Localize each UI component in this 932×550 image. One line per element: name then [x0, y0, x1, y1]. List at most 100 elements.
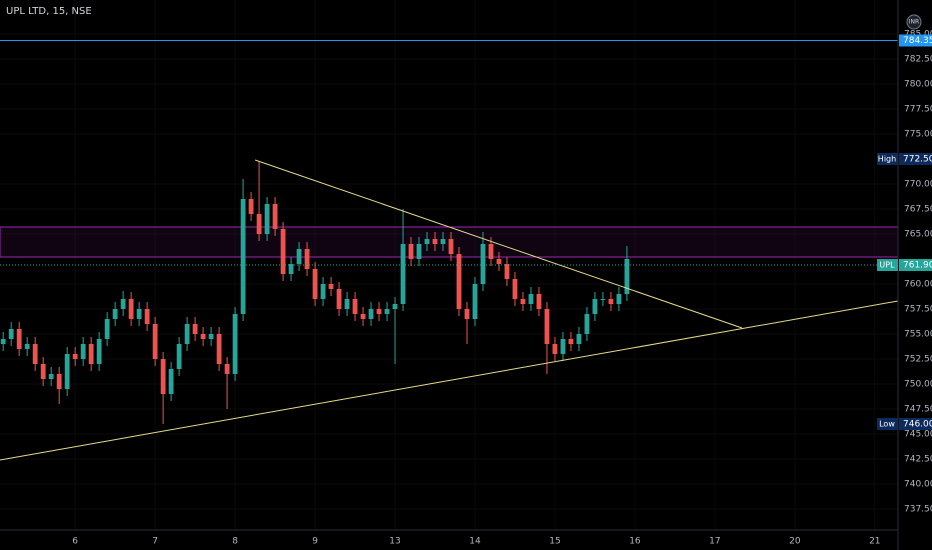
- y-tick-label: 755.00: [904, 330, 932, 340]
- candle-body: [16, 329, 22, 349]
- candle-body: [176, 344, 182, 369]
- y-tick-label: 767.50: [904, 205, 932, 215]
- x-tick-label: 16: [629, 537, 641, 547]
- candle-body: [96, 339, 102, 364]
- candle-body: [256, 214, 262, 234]
- name-label: Low: [879, 420, 895, 429]
- candle-body: [400, 244, 406, 304]
- x-tick-label: 8: [232, 537, 238, 547]
- candle-body: [24, 344, 30, 349]
- candle-body: [328, 284, 334, 289]
- candle-body: [280, 229, 286, 274]
- candle-body: [232, 314, 238, 374]
- name-label-box: [877, 153, 898, 165]
- candle-body: [184, 324, 190, 344]
- chart-title: UPL LTD, 15, NSE: [6, 6, 92, 17]
- value-label: 746.00: [903, 420, 932, 430]
- y-tick-label: 750.00: [904, 380, 932, 390]
- y-tick-label: 740.00: [904, 480, 932, 490]
- y-tick-label: 782.50: [904, 55, 932, 65]
- y-tick-label: 757.50: [904, 305, 932, 315]
- candle-body: [64, 354, 70, 389]
- candle-body: [512, 279, 518, 299]
- value-label-box: [899, 153, 932, 165]
- candle-body: [568, 339, 574, 344]
- candle-body: [248, 199, 254, 214]
- candle-body: [144, 309, 150, 324]
- y-tick-label: 770.00: [904, 180, 932, 190]
- candle-body: [592, 299, 598, 314]
- candle-body: [424, 239, 430, 244]
- candle-body: [432, 239, 438, 244]
- y-tick-label: 747.50: [904, 405, 932, 415]
- candle-body: [104, 319, 110, 339]
- candle-body: [304, 249, 310, 269]
- candle-body: [240, 199, 246, 314]
- candle-body: [120, 299, 126, 309]
- candle-body: [496, 259, 502, 264]
- candle-body: [136, 309, 142, 319]
- candle-body: [392, 304, 398, 309]
- x-tick-label: 6: [72, 537, 78, 547]
- candle-body: [272, 204, 278, 229]
- value-label: 761.90: [903, 261, 932, 271]
- y-tick-label: 765.00: [904, 230, 932, 240]
- candle-body: [536, 294, 542, 309]
- x-tick-label: 13: [389, 537, 400, 547]
- candle-body: [472, 284, 478, 319]
- candle-body: [464, 309, 470, 319]
- candle-body: [168, 369, 174, 394]
- candle-body: [88, 344, 94, 364]
- name-label-box: [877, 418, 898, 430]
- plot-area: [0, 0, 899, 530]
- x-tick-label: 7: [152, 537, 158, 547]
- candle-body: [440, 239, 446, 244]
- y-tick-label: 752.50: [904, 355, 932, 365]
- candle-body: [352, 299, 358, 314]
- candle-body: [200, 334, 206, 339]
- candle-body: [488, 244, 494, 259]
- candle-body: [320, 284, 326, 299]
- candle-body: [520, 299, 526, 304]
- candle-body: [224, 364, 230, 374]
- y-tick-label: 777.50: [904, 105, 932, 115]
- candle-body: [552, 344, 558, 354]
- candle-body: [608, 299, 614, 304]
- candle-body: [0, 339, 6, 344]
- candle-body: [112, 309, 118, 319]
- candle-body: [616, 294, 622, 304]
- candle-body: [32, 344, 38, 364]
- candle-body: [560, 339, 566, 354]
- currency-badge: [906, 14, 922, 30]
- candle-body: [128, 299, 134, 319]
- candle-body: [56, 374, 62, 389]
- candle-body: [72, 354, 78, 359]
- y-tick-label: 745.00: [904, 430, 932, 440]
- y-tick-label: 760.00: [904, 280, 932, 290]
- name-label-box: [877, 259, 898, 271]
- candle-body: [504, 264, 510, 279]
- candle-body: [264, 204, 270, 234]
- candle-body: [528, 294, 534, 304]
- trend-line: [0, 300, 899, 461]
- candle-body: [8, 329, 14, 339]
- candle-body: [208, 334, 214, 339]
- candle-body: [408, 244, 414, 259]
- y-tick-label: 775.00: [904, 130, 932, 140]
- y-tick-label: 742.50: [904, 455, 932, 465]
- value-label-box: [899, 259, 932, 271]
- x-tick-label: 14: [469, 537, 481, 547]
- candle-body: [192, 324, 198, 334]
- candle-body: [288, 264, 294, 274]
- currency-label: INR: [909, 19, 919, 26]
- price-label-box: [899, 34, 932, 47]
- candle-body: [48, 374, 54, 379]
- candle-body: [544, 309, 550, 344]
- name-label: UPL: [879, 261, 895, 270]
- candle-body: [368, 309, 374, 319]
- name-label: High: [878, 155, 896, 164]
- candle-body: [624, 259, 630, 294]
- x-tick-label: 20: [789, 537, 801, 547]
